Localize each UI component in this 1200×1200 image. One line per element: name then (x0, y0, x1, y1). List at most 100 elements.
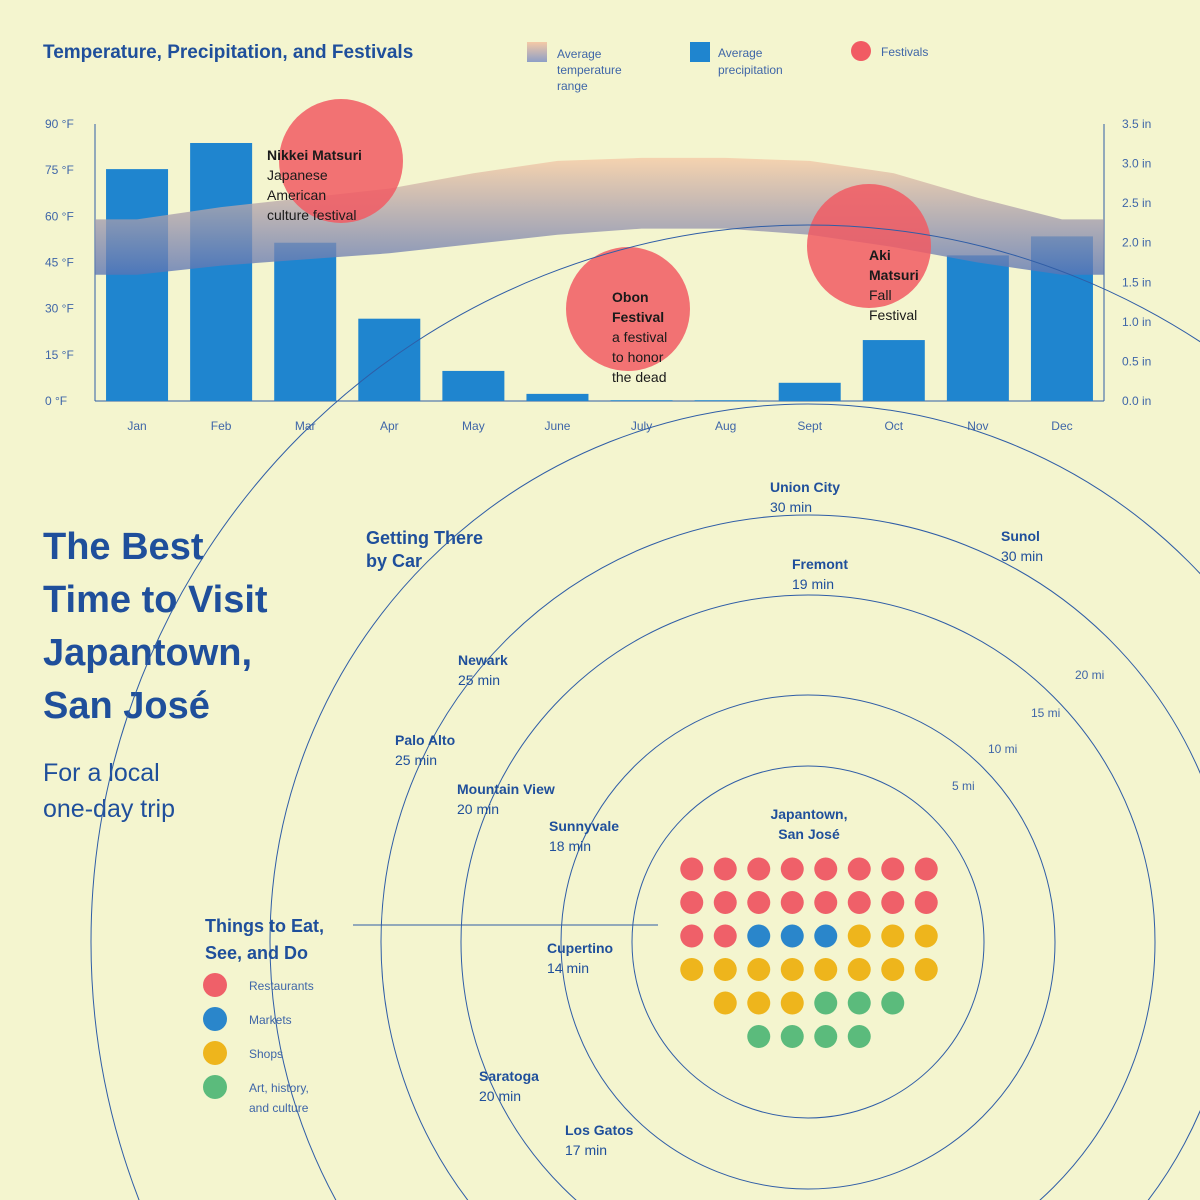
legend-markets-swatch (203, 1007, 227, 1031)
festival-description: a festival (612, 329, 667, 345)
festival-description: Festival (869, 307, 917, 323)
restaurants-dot (747, 891, 771, 914)
restaurants-dot (713, 891, 737, 914)
restaurants-dot (680, 857, 704, 881)
restaurants-dot (713, 857, 737, 881)
festival-name: Nikkei Matsuri (267, 147, 362, 163)
legend-restaurants-swatch (203, 973, 227, 997)
precip-bar (778, 382, 841, 401)
legend-temp-label: Average temperature range (557, 47, 625, 93)
festival-marker (279, 99, 403, 223)
legend-precip-label: Average precipitation (718, 46, 783, 77)
temp-tick-label: 60 °F (45, 209, 74, 223)
distance-ring (380, 514, 1200, 1200)
restaurants-dot (914, 891, 938, 914)
markets-dot (814, 924, 838, 948)
restaurants-dot (881, 891, 905, 914)
festival-marker (566, 247, 690, 371)
shops-dot (780, 958, 804, 981)
city-name: Saratoga (479, 1068, 539, 1084)
shops-dot (680, 958, 704, 981)
festival-description: culture festival (267, 207, 356, 223)
art-dot (847, 1025, 871, 1048)
legend-precip-line: precipitation (718, 63, 783, 77)
precip-bar (862, 340, 925, 401)
precip-bar (526, 393, 589, 401)
festival-name: Matsuri (869, 267, 919, 283)
shops-dot (713, 958, 737, 981)
legend-festival-swatch (851, 41, 871, 61)
page-title-line: Time to Visit (43, 579, 268, 621)
shops-dot (713, 991, 737, 1015)
month-label: Jan (127, 419, 146, 433)
chart-legend: Average temperature range Average precip… (527, 41, 928, 93)
month-label: July (631, 419, 652, 433)
legend-precip-line: Average (718, 46, 763, 60)
page-subtitle-line: one-day trip (43, 795, 175, 823)
temp-tick-label: 15 °F (45, 348, 74, 362)
city-drive-time: 18 min (549, 838, 591, 854)
legend-shops-label: Shops (249, 1047, 283, 1061)
city-drive-time: 30 min (770, 499, 812, 515)
restaurants-dot (680, 891, 704, 914)
restaurants-dot (780, 891, 804, 914)
map-heading-line: by Car (366, 551, 422, 571)
legend-temp-line: Average (557, 47, 602, 61)
precip-bar (274, 242, 337, 401)
legend-art-label: Art, history, (249, 1081, 309, 1095)
shops-dot (780, 991, 804, 1015)
legend-shops-swatch (203, 1041, 227, 1065)
center-label: San José (778, 826, 840, 842)
legend-markets-label: Markets (249, 1013, 292, 1027)
precip-bar (610, 400, 673, 401)
restaurants-dot (780, 857, 804, 881)
precip-tick-label: 2.0 in (1122, 236, 1151, 250)
month-label: Nov (967, 419, 988, 433)
precip-bar (694, 400, 757, 401)
things-heading: Things to Eat, See, and Do (205, 916, 329, 963)
temp-tick-label: 0 °F (45, 394, 67, 408)
art-dot (847, 991, 871, 1015)
festival-description: to honor (612, 349, 664, 365)
legend-art-label: and culture (249, 1101, 309, 1115)
art-dot (747, 1025, 771, 1048)
shops-dot (914, 924, 938, 948)
month-label: June (544, 419, 570, 433)
festival-name: Festival (612, 309, 664, 325)
art-dot (814, 991, 838, 1015)
city-drive-time: 25 min (458, 672, 500, 688)
map-heading: Getting There by Car (366, 528, 488, 571)
legend-temp-line: temperature (557, 63, 622, 77)
precip-bar (946, 255, 1009, 401)
restaurants-dot (881, 857, 905, 881)
distance-ring (631, 765, 985, 1119)
ring-distance-label: 5 mi (952, 779, 975, 793)
city-name: Los Gatos (565, 1122, 634, 1138)
distance-ring (560, 694, 1056, 1190)
shops-dot (881, 924, 905, 948)
city-drive-time: 30 min (1001, 548, 1043, 564)
headline-block: The Best Time to Visit Japantown, San Jo… (43, 526, 268, 823)
page-subtitle-line: For a local (43, 759, 160, 787)
restaurants-dot (914, 857, 938, 881)
precip-tick-label: 3.0 in (1122, 157, 1151, 171)
city-name: Cupertino (547, 940, 613, 956)
city-name: Fremont (792, 556, 848, 572)
festival-description: American (267, 187, 326, 203)
shops-dot (881, 958, 905, 981)
city-drive-time: 17 min (565, 1142, 607, 1158)
temp-tick-label: 30 °F (45, 302, 74, 316)
festival-name: Obon (612, 289, 649, 305)
temp-tick-label: 75 °F (45, 163, 74, 177)
legend-restaurants-label: Restaurants (249, 979, 314, 993)
distance-ring (269, 403, 1200, 1200)
legend-temp-line: range (557, 79, 588, 93)
precip-tick-label: 0.0 in (1122, 394, 1151, 408)
page-title-line: The Best (43, 526, 204, 568)
restaurants-dot (814, 891, 838, 914)
festival-name: Aki (869, 247, 891, 263)
city-name: Mountain View (457, 781, 555, 797)
festival-description: Japanese (267, 167, 328, 183)
restaurants-dot (847, 857, 871, 881)
